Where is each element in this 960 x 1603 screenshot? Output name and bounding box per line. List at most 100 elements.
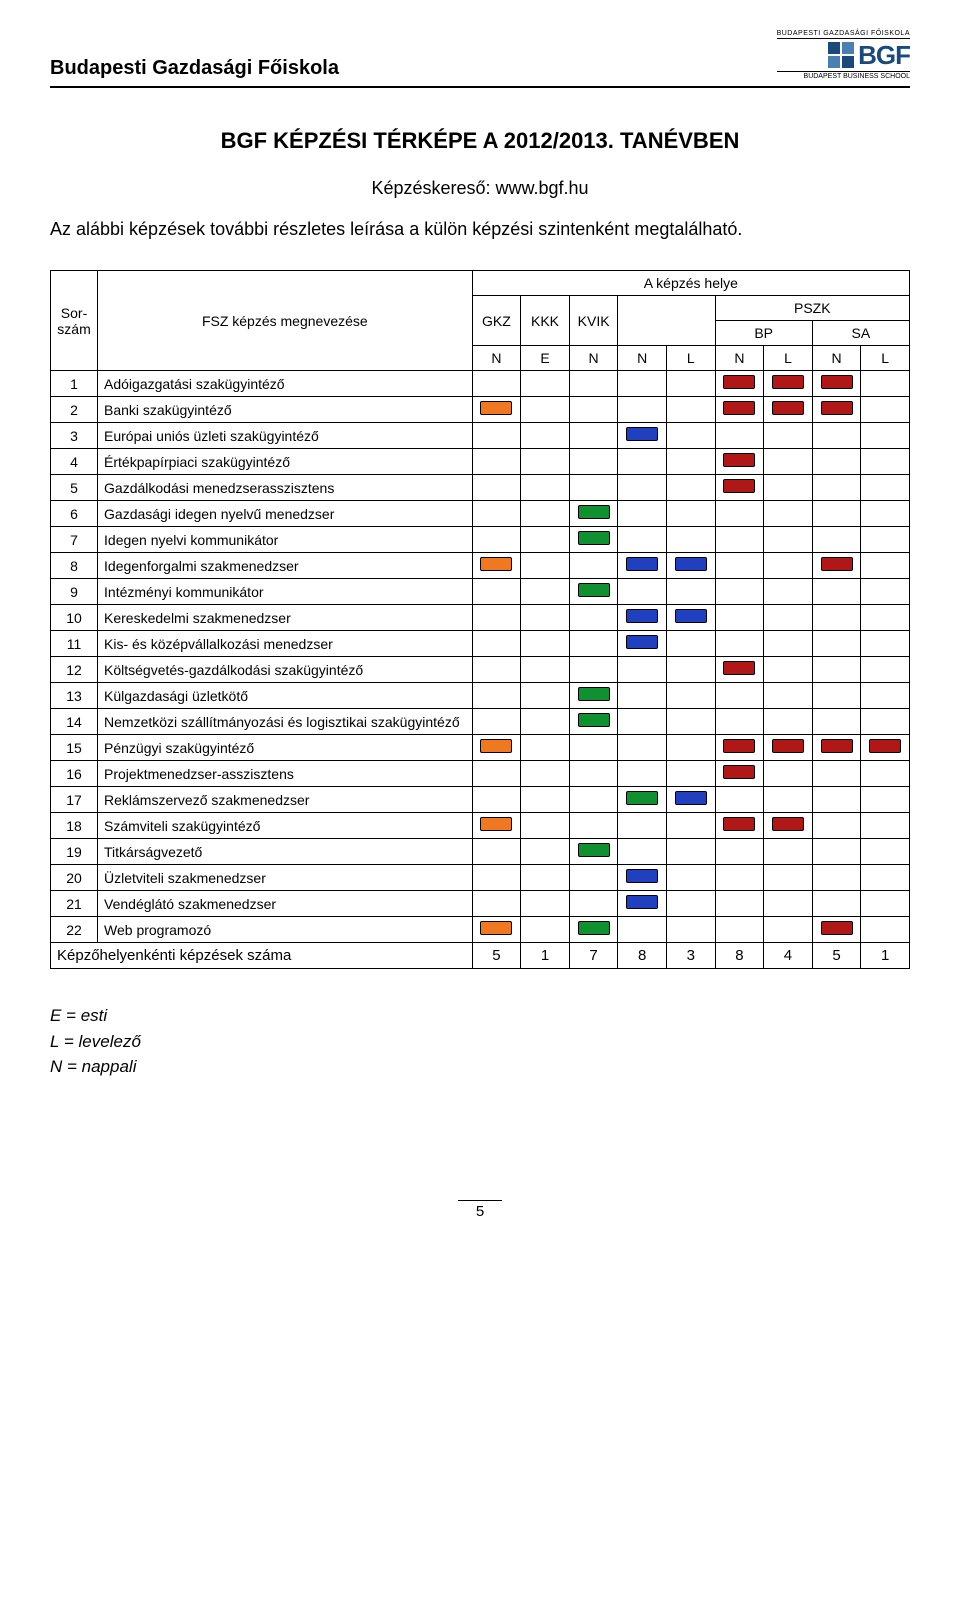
mark-cell-empty [812, 449, 861, 475]
mark-cell-empty [666, 709, 715, 735]
mark-green [578, 505, 610, 519]
mark-cell-empty [472, 657, 521, 683]
mark-cell-empty [715, 839, 764, 865]
logo-squares-icon [828, 42, 856, 70]
row-name: Gazdálkodási menedzserasszisztens [98, 475, 473, 501]
mark-cell-empty [521, 397, 570, 423]
row-name: Projektmenedzser-asszisztens [98, 761, 473, 787]
mark-cell-empty [764, 527, 813, 553]
mark-cell [666, 787, 715, 813]
mark-red [821, 921, 853, 935]
mark-cell-empty [472, 709, 521, 735]
row-name: Reklámszervező szakmenedzser [98, 787, 473, 813]
mark-cell-empty [715, 423, 764, 449]
mark-green [578, 583, 610, 597]
mark-cell-empty [521, 423, 570, 449]
table-row: 7Idegen nyelvi kommunikátor [51, 527, 910, 553]
mark-cell-empty [569, 631, 618, 657]
mark-cell-empty [666, 865, 715, 891]
mark-cell-empty [861, 579, 910, 605]
mark-cell-empty [812, 709, 861, 735]
table-row: 5Gazdálkodási menedzserasszisztens [51, 475, 910, 501]
mark-cell-empty [861, 501, 910, 527]
mark-cell-empty [618, 397, 667, 423]
th-form-0: N [472, 346, 521, 371]
mark-cell-empty [715, 917, 764, 943]
mark-cell [715, 735, 764, 761]
table-row: 11Kis- és középvállalkozási menedzser [51, 631, 910, 657]
mark-green [578, 843, 610, 857]
mark-cell-empty [569, 605, 618, 631]
mark-cell-empty [861, 553, 910, 579]
mark-cell-empty [618, 839, 667, 865]
table-row: 10Kereskedelmi szakmenedzser [51, 605, 910, 631]
table-row: 1Adóigazgatási szakügyintéző [51, 371, 910, 397]
mark-cell-empty [812, 683, 861, 709]
mark-cell-empty [764, 657, 813, 683]
mark-cell-empty [812, 423, 861, 449]
mark-cell-empty [666, 579, 715, 605]
row-name: Nemzetközi szállítmányozási és logisztik… [98, 709, 473, 735]
subtitle: Képzéskereső: www.bgf.hu [50, 178, 910, 199]
mark-red [821, 401, 853, 415]
mark-green [578, 687, 610, 701]
page-number: 5 [458, 1200, 502, 1220]
row-name: Idegen nyelvi kommunikátor [98, 527, 473, 553]
mark-cell-empty [472, 631, 521, 657]
row-name: Intézményi kommunikátor [98, 579, 473, 605]
mark-cell-empty [618, 579, 667, 605]
th-form-8: L [861, 346, 910, 371]
mark-cell-empty [569, 449, 618, 475]
mark-cell-empty [618, 371, 667, 397]
mark-cell-empty [569, 735, 618, 761]
mark-cell [764, 813, 813, 839]
table-row: 8Idegenforgalmi szakmenedzser [51, 553, 910, 579]
row-name: Számviteli szakügyintéző [98, 813, 473, 839]
mark-red [869, 739, 901, 753]
mark-cell [618, 891, 667, 917]
th-kkk: KKK [521, 296, 570, 346]
mark-cell-empty [472, 371, 521, 397]
mark-cell-empty [764, 449, 813, 475]
totals-label: Képzőhelyenkénti képzések száma [51, 943, 473, 969]
mark-cell-empty [666, 423, 715, 449]
th-form-6: L [764, 346, 813, 371]
mark-red [723, 401, 755, 415]
totals-value: 3 [666, 943, 715, 969]
mark-cell-empty [569, 787, 618, 813]
logo-letters: BGF [858, 40, 910, 71]
th-gkz: GKZ [472, 296, 521, 346]
mark-red [723, 739, 755, 753]
legend-l: L = levelező [50, 1029, 910, 1055]
mark-cell-empty [715, 631, 764, 657]
row-num: 9 [51, 579, 98, 605]
mark-cell-empty [666, 735, 715, 761]
mark-cell [812, 397, 861, 423]
row-num: 6 [51, 501, 98, 527]
row-name: Külgazdasági üzletkötő [98, 683, 473, 709]
mark-cell-empty [521, 787, 570, 813]
mark-cell-empty [764, 501, 813, 527]
mark-red [723, 765, 755, 779]
mark-cell-empty [861, 813, 910, 839]
mark-cell-empty [618, 761, 667, 787]
mark-cell [618, 631, 667, 657]
mark-cell-empty [521, 917, 570, 943]
mark-cell-empty [618, 813, 667, 839]
mark-cell-empty [861, 683, 910, 709]
table-row: 4Értékpapírpiaci szakügyintéző [51, 449, 910, 475]
mark-cell-empty [861, 865, 910, 891]
mark-cell-empty [812, 501, 861, 527]
mark-cell-empty [861, 605, 910, 631]
row-num: 7 [51, 527, 98, 553]
mark-cell-empty [715, 553, 764, 579]
mark-cell-empty [812, 631, 861, 657]
mark-cell-empty [715, 527, 764, 553]
th-name: FSZ képzés megnevezése [98, 271, 473, 371]
mark-cell-empty [715, 605, 764, 631]
table-body: 1Adóigazgatási szakügyintéző2Banki szakü… [51, 371, 910, 969]
mark-cell-empty [472, 683, 521, 709]
mark-cell-empty [472, 449, 521, 475]
totals-value: 8 [715, 943, 764, 969]
th-sorszam: Sor- szám [51, 271, 98, 371]
